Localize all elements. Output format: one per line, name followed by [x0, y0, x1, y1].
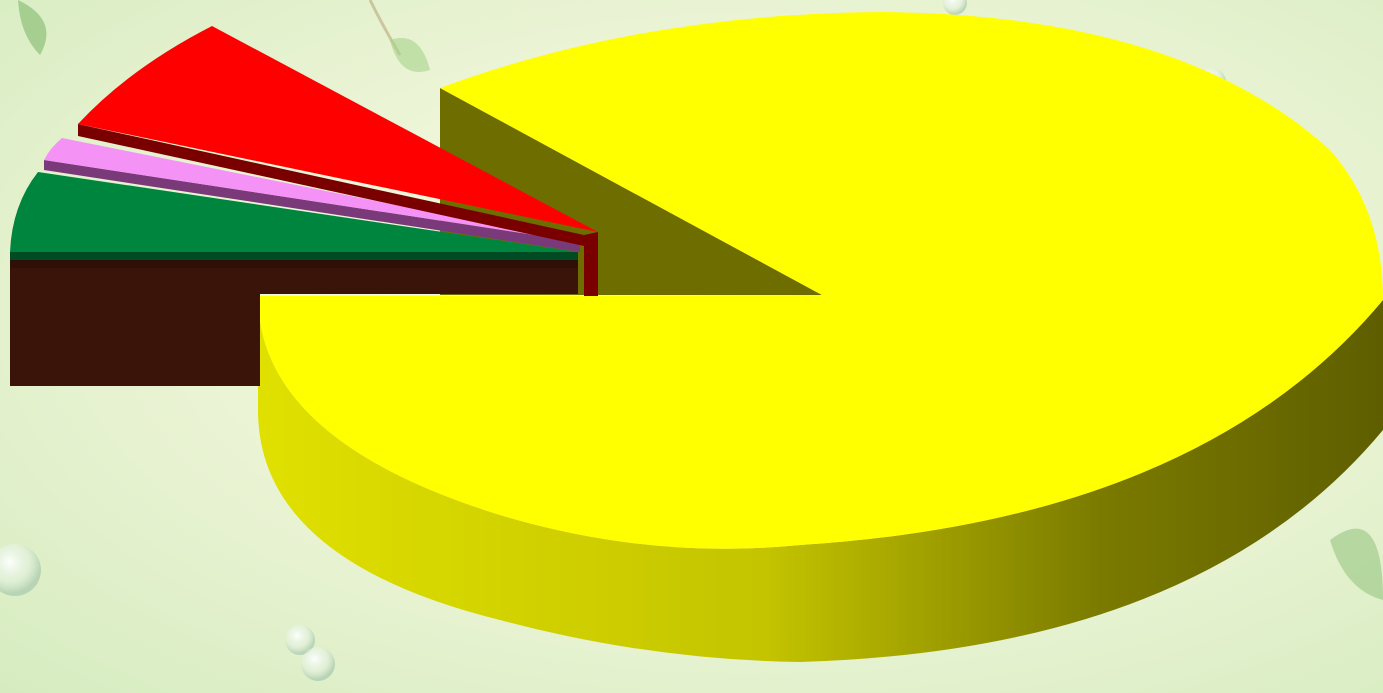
pie-slice-4: [10, 172, 578, 260]
bubble-icon: [0, 544, 41, 596]
bubble-icon: [285, 625, 315, 655]
bubble-icon: [301, 647, 335, 681]
pie-slice-4-top: [10, 172, 578, 252]
leaf-icon: [1330, 528, 1383, 600]
pie-slice-3-side: [44, 160, 580, 252]
pie-slice-5: [10, 260, 578, 386]
pie-slice-2: [78, 26, 598, 296]
pie-slice-1-side: [258, 296, 1383, 662]
pie-slice-5-side: [10, 268, 578, 386]
pie-slice-1: [258, 12, 1383, 662]
leaf-icon: [390, 38, 430, 72]
pie-slice-5-edge: [10, 260, 578, 268]
leaf-icon: [18, 0, 47, 55]
pie-slice-2-side: [78, 124, 598, 296]
bubble-icon: [943, 0, 967, 15]
pie-slice-4-side: [10, 252, 578, 260]
pie-slice-1-top: [258, 12, 1383, 549]
pie-slice-2-top: [78, 26, 598, 232]
